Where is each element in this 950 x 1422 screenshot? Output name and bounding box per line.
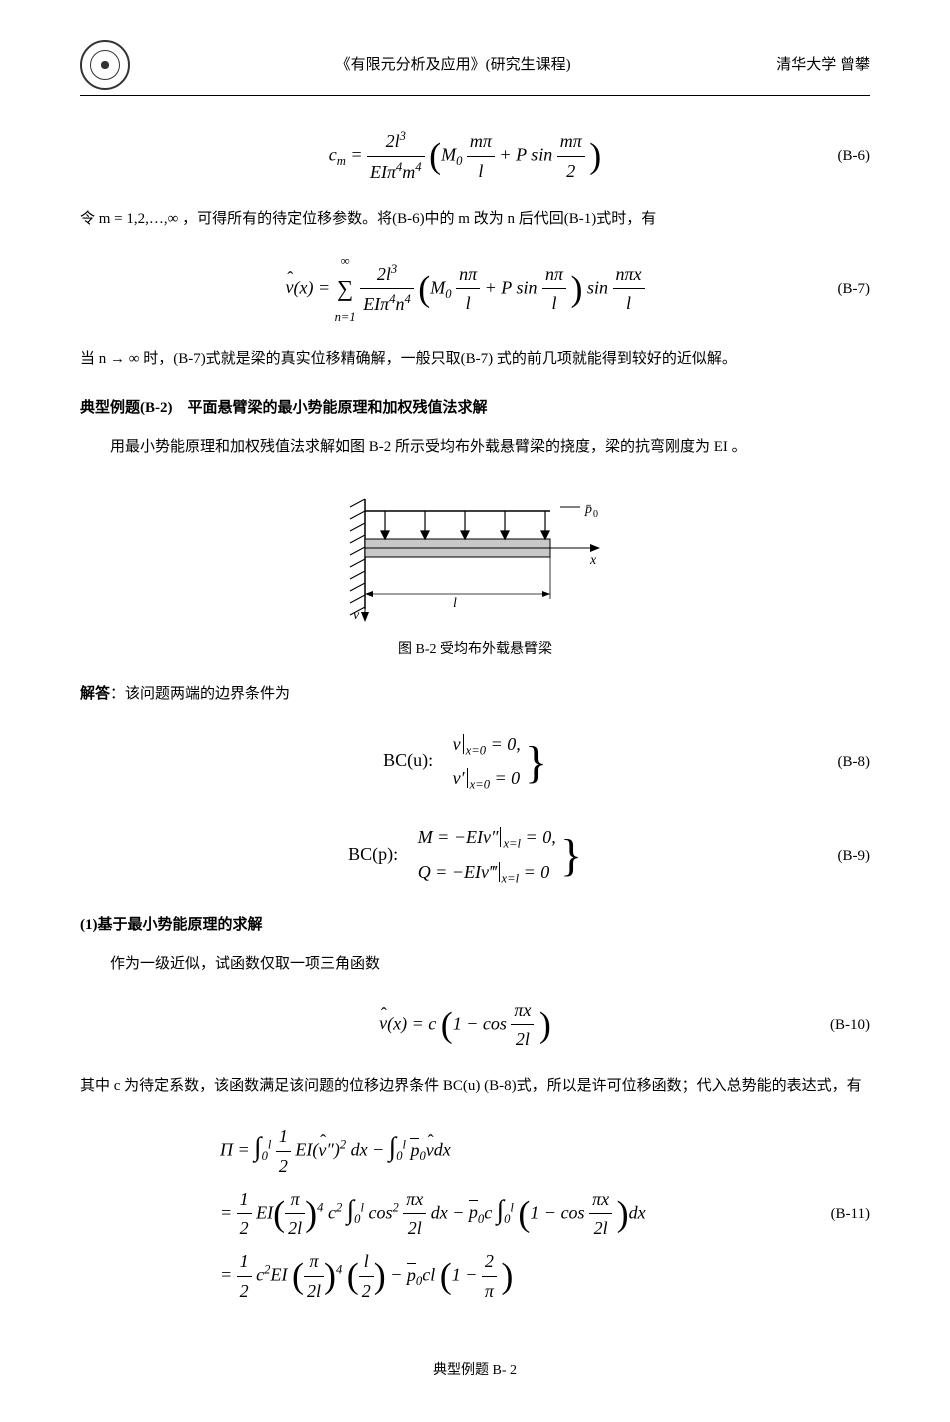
equation-b11-body: Π = ∫0l 12 EI(v″)2 dx − ∫0l p0vdx = 12 E… xyxy=(140,1118,790,1310)
paragraph-3: 用最小势能原理和加权残值法求解如图 B-2 所示受均布外载悬臂梁的挠度，梁的抗弯… xyxy=(80,435,870,459)
paragraph-2: 当 n → ∞ 时，(B-7)式就是梁的真实位移精确解，一般只取(B-7) 式的… xyxy=(80,347,870,371)
equation-b8: BC(u): vx=0 = 0, v′x=0 = 0 } (B-8) xyxy=(80,726,870,799)
svg-text:x: x xyxy=(589,553,597,568)
equation-b9-label: (B-9) xyxy=(790,844,870,868)
answer-prefix: 解答 xyxy=(80,686,110,702)
paragraph-5: 作为一级近似，试函数仅取一项三角函数 xyxy=(80,952,870,976)
affiliation: 清华大学 曾攀 xyxy=(776,53,870,77)
subsection-1: (1)基于最小势能原理的求解 xyxy=(80,913,870,937)
answer-body: ：该问题两端的边界条件为 xyxy=(110,686,290,702)
equation-b10: v(x) = c (1 − cos πx2l ) (B-10) xyxy=(80,996,870,1055)
equation-b8-label: (B-8) xyxy=(790,750,870,774)
equation-b9: BC(p): M = −EIv″x=l = 0, Q = −EIv‴x=l = … xyxy=(80,819,870,892)
figure-b2-caption: 图 B-2 受均布外载悬臂梁 xyxy=(80,639,870,661)
paragraph-6: 其中 c 为待定系数，该函数满足该问题的位移边界条件 BC(u) (B-8)式，… xyxy=(80,1074,870,1098)
page-header: 《有限元分析及应用》(研究生课程) 清华大学 曾攀 xyxy=(80,40,870,96)
equation-b6: cm = 2l3EIπ4m4 (M0 mπl + P sin mπ2 ) (B-… xyxy=(80,126,870,187)
equation-b11-label: (B-11) xyxy=(790,1202,870,1226)
logo-inner xyxy=(90,50,120,80)
equation-b6-body: cm = 2l3EIπ4m4 (M0 mπl + P sin mπ2 ) xyxy=(140,126,790,187)
equation-b10-body: v(x) = c (1 − cos πx2l ) xyxy=(140,996,790,1055)
university-logo xyxy=(80,40,130,90)
equation-b11: Π = ∫0l 12 EI(v″)2 dx − ∫0l p0vdx = 12 E… xyxy=(80,1118,870,1310)
equation-b7-body: v(x) = ∞∑n=1 2l3EIπ4n4 (M0 nπl + P sin n… xyxy=(140,251,790,328)
section-b2-title: 典型例题(B-2) 平面悬臂梁的最小势能原理和加权残值法求解 xyxy=(80,396,870,420)
figure-b2: p̄ 0 x v l 图 B-2 受均布外载悬臂梁 xyxy=(80,479,870,661)
bc-u-label: BC(u): xyxy=(383,750,433,770)
svg-text:p̄: p̄ xyxy=(584,502,592,517)
page-footer: 典型例题 B- 2 xyxy=(80,1360,870,1382)
paragraph-1: 令 m = 1,2,…,∞ ，可得所有的待定位移参数。将(B-6)中的 m 改为… xyxy=(80,207,870,231)
equation-b6-label: (B-6) xyxy=(790,144,870,168)
svg-text:l: l xyxy=(453,596,457,611)
equation-b7-label: (B-7) xyxy=(790,277,870,301)
equation-b10-label: (B-10) xyxy=(790,1013,870,1037)
svg-text:0: 0 xyxy=(593,509,598,520)
equation-b8-body: BC(u): vx=0 = 0, v′x=0 = 0 } xyxy=(140,726,790,799)
beam-diagram-svg: p̄ 0 x v l xyxy=(335,479,615,629)
paragraph-4: 解答：该问题两端的边界条件为 xyxy=(80,682,870,706)
course-title: 《有限元分析及应用》(研究生课程) xyxy=(336,53,571,77)
equation-b9-body: BC(p): M = −EIv″x=l = 0, Q = −EIv‴x=l = … xyxy=(140,819,790,892)
svg-text:v: v xyxy=(353,608,360,623)
equation-b7: v(x) = ∞∑n=1 2l3EIπ4n4 (M0 nπl + P sin n… xyxy=(80,251,870,328)
bc-p-label: BC(p): xyxy=(348,844,398,864)
